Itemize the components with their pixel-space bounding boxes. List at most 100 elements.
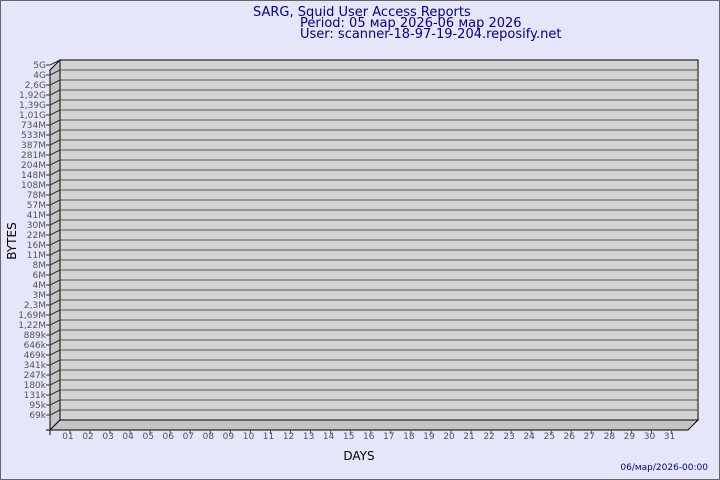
x-tick-label: 02: [82, 432, 93, 442]
gridline-side: [49, 219, 61, 226]
y-axis-label: BYTES: [5, 222, 19, 259]
x-tick-label: 18: [403, 432, 415, 442]
y-tick-label: 11M: [27, 251, 46, 261]
x-tick-label: 12: [283, 432, 294, 442]
y-tick-label: 41M: [27, 211, 46, 221]
gridline-side: [49, 79, 61, 86]
x-tick-label: 13: [303, 432, 314, 442]
y-tick-label: 469k: [24, 351, 47, 361]
y-tick-label: 5G: [33, 61, 46, 71]
chart-period: Period: 05 мар 2026-06 мар 2026: [300, 16, 522, 31]
y-tick-label: 78M: [27, 191, 46, 201]
gridline-side: [49, 409, 61, 416]
gridline-side: [49, 319, 61, 326]
y-tick-label: 281M: [21, 151, 46, 161]
x-tick-label: 11: [263, 432, 274, 442]
x-tick-label: 27: [584, 432, 595, 442]
gridline-side: [49, 229, 61, 236]
x-tick-label: 06: [163, 432, 175, 442]
y-tick-label: 533M: [21, 131, 46, 141]
y-tick-label: 734M: [21, 121, 46, 131]
x-tick-label: 23: [503, 432, 514, 442]
y-tick-label: 387M: [21, 141, 46, 151]
x-tick-label: 30: [644, 432, 656, 442]
gridline-side: [49, 369, 61, 376]
y-tick-label: 6M: [33, 271, 47, 281]
gridline-side: [49, 89, 61, 96]
y-tick-label: 8M: [33, 261, 47, 271]
gridline-side: [49, 199, 61, 206]
gridline-side: [49, 399, 61, 406]
x-tick-label: 10: [243, 432, 255, 442]
y-tick-label: 341k: [24, 361, 47, 371]
x-tick-label: 04: [122, 432, 134, 442]
gridline-side: [49, 69, 61, 76]
x-tick-label: 15: [343, 432, 354, 442]
y-tick-label: 2,3M: [24, 301, 46, 311]
x-tick-label: 22: [483, 432, 494, 442]
gridline-side: [49, 329, 61, 336]
chart-title: SARG, Squid User Access Reports: [253, 5, 471, 20]
y-tick-label: 108M: [21, 181, 46, 191]
gridline-side: [49, 99, 61, 106]
plot-floor: [48, 419, 700, 431]
x-tick-label: 26: [564, 432, 576, 442]
gridline-side: [49, 239, 61, 246]
y-tick-label: 30M: [27, 221, 46, 231]
y-tick-label: 148M: [21, 171, 46, 181]
x-axis-label: DAYS: [343, 449, 374, 463]
y-tick-label: 4M: [33, 281, 47, 291]
gridline-side: [49, 249, 61, 256]
y-axis: 5G4G2,6G1,92G1,39G1,01G734M533M387M281M2…: [18, 61, 50, 421]
x-tick-label: 31: [664, 432, 675, 442]
gridline-side: [49, 279, 61, 286]
gridline-side: [49, 159, 61, 166]
x-tick-label: 20: [443, 432, 455, 442]
gridline-side: [49, 209, 61, 216]
timestamp: 06/мар/2026-00:00: [620, 463, 708, 473]
y-tick-label: 646k: [24, 341, 47, 351]
gridline-side: [49, 149, 61, 156]
x-tick-label: 28: [604, 432, 616, 442]
x-tick-label: 25: [543, 432, 554, 442]
y-tick-label: 4G: [33, 71, 46, 81]
gridline-side: [49, 299, 61, 306]
x-tick-label: 16: [363, 432, 375, 442]
gridline-side: [49, 259, 61, 266]
x-tick-label: 21: [463, 432, 474, 442]
y-tick-label: 889k: [24, 331, 47, 341]
x-tick-label: 08: [203, 432, 215, 442]
x-tick-label: 09: [223, 432, 235, 442]
gridline-side: [49, 139, 61, 146]
gridline-side: [49, 359, 61, 366]
y-tick-label: 95k: [29, 401, 46, 411]
y-tick-label: 1,69M: [18, 311, 46, 321]
gridline-side: [49, 339, 61, 346]
y-tick-label: 2,6G: [25, 81, 46, 91]
gridline-side: [49, 119, 61, 126]
y-tick-label: 1,92G: [19, 91, 46, 101]
y-tick-label: 1,22M: [18, 321, 46, 331]
y-tick-label: 131k: [24, 391, 47, 401]
gridline-side: [49, 309, 61, 316]
x-tick-label: 19: [423, 432, 435, 442]
y-tick-label: 1,39G: [19, 101, 46, 111]
x-tick-label: 14: [323, 432, 335, 442]
gridline-side: [49, 379, 61, 386]
gridline-side: [49, 189, 61, 196]
gridline-side: [49, 269, 61, 276]
x-axis: 01 02 03 04 05 06 07 08 09 10 11 12 13 14 15 16 17 18 19 20…: [62, 430, 675, 442]
y-tick-label: 1,01G: [19, 111, 46, 121]
gridline-side: [49, 169, 61, 176]
x-tick-label: 29: [624, 432, 636, 442]
y-tick-label: 16M: [27, 241, 46, 251]
y-tick-label: 22M: [27, 231, 46, 241]
y-tick-label: 57M: [27, 201, 46, 211]
x-tick-label: 01: [62, 432, 73, 442]
chart-user: User: scanner-18-97-19-204.reposify.net: [300, 27, 561, 42]
y-tick-label: 204M: [21, 161, 46, 171]
y-tick-label: 180k: [24, 381, 47, 391]
x-tick-label: 17: [383, 432, 394, 442]
gridline-side: [49, 349, 61, 356]
